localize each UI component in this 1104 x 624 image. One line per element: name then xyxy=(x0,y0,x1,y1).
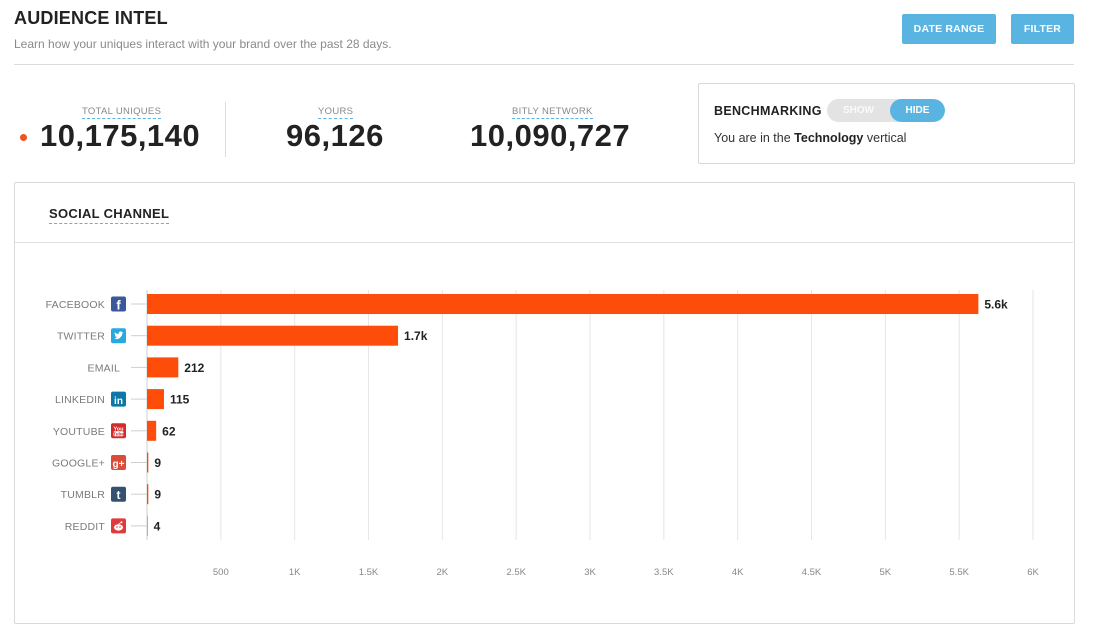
benchmarking-card xyxy=(698,83,1075,164)
svg-text:Tube: Tube xyxy=(113,432,124,437)
total-uniques-label[interactable]: TOTAL UNIQUES xyxy=(82,106,162,119)
value-label: 9 xyxy=(154,456,161,470)
bar-facebook xyxy=(147,294,979,314)
x-tick-label: 4K xyxy=(732,567,744,578)
social-channel-title[interactable]: SOCIAL CHANNEL xyxy=(49,206,170,224)
x-tick-label: 2K xyxy=(437,567,449,578)
category-label: TWITTER xyxy=(57,331,105,343)
category-label: FACEBOOK xyxy=(46,299,105,311)
facebook-icon: f xyxy=(111,296,126,313)
bar-twitter xyxy=(147,325,399,346)
value-label: 4 xyxy=(154,519,161,533)
x-tick-label: 2.5K xyxy=(506,567,526,578)
bitly-network-label[interactable]: BITLY NETWORK xyxy=(512,106,593,119)
category-label: LINKEDIN xyxy=(55,394,105,406)
value-label: 9 xyxy=(154,488,161,502)
value-label: 62 xyxy=(162,424,176,438)
toggle-hide-option[interactable]: HIDE xyxy=(890,99,945,122)
linkedin-icon: in xyxy=(111,391,126,407)
page-title: AUDIENCE INTEL xyxy=(14,8,168,28)
header-divider xyxy=(14,64,1074,65)
yours-value: 96,126 xyxy=(286,118,384,153)
x-tick-label: 5K xyxy=(880,567,892,578)
date-range-button[interactable]: DATE RANGE xyxy=(902,14,996,44)
svg-text:g+: g+ xyxy=(113,459,125,470)
bar-linkedin xyxy=(147,389,164,410)
x-tick-label: 500 xyxy=(213,567,229,578)
svg-text:f: f xyxy=(116,298,121,313)
category-label: EMAIL xyxy=(87,362,120,374)
yours-label[interactable]: YOURS xyxy=(318,106,354,119)
filter-button[interactable]: FILTER xyxy=(1011,14,1074,44)
vertical-suffix: vertical xyxy=(863,131,907,145)
benchmarking-vertical-text: You are in the Technology vertical xyxy=(714,131,906,145)
vertical-name: Technology xyxy=(794,131,864,145)
bar-email xyxy=(147,357,179,378)
page-subtitle: Learn how your uniques interact with you… xyxy=(14,37,392,51)
bar-tumblr xyxy=(147,484,149,505)
stat-divider xyxy=(225,102,226,157)
svg-text:in: in xyxy=(114,396,123,407)
x-tick-label: 1K xyxy=(289,567,301,578)
panel-divider xyxy=(15,242,1073,243)
bar-reddit xyxy=(147,515,148,536)
category-label: REDDIT xyxy=(65,521,106,533)
category-label: YOUTUBE xyxy=(53,426,105,438)
vertical-prefix: You are in the xyxy=(714,131,795,145)
reddit-icon xyxy=(111,518,126,534)
x-tick-label: 5.5K xyxy=(949,567,969,578)
benchmarking-toggle[interactable]: SHOW HIDE xyxy=(827,99,945,122)
bar-google xyxy=(147,452,149,473)
value-label: 1.7k xyxy=(404,329,428,343)
total-uniques-dot-icon xyxy=(20,134,27,141)
twitter-icon xyxy=(111,328,126,344)
svg-text:t: t xyxy=(117,488,121,502)
tumblr-icon: t xyxy=(111,486,126,502)
svg-text:You: You xyxy=(114,426,124,432)
x-tick-label: 6K xyxy=(1027,567,1039,578)
category-label: TUMBLR xyxy=(61,489,106,501)
value-label: 115 xyxy=(170,393,190,407)
bar-youtube xyxy=(147,420,157,441)
social-channel-chart: 500 1K 1.5K 2K 2.5K 3K 3.5K 4K 4.5K 5K 5.5K 6K FACEB… xyxy=(46,290,1039,578)
social-channel-panel xyxy=(14,182,1075,624)
bitly-network-value: 10,090,727 xyxy=(470,118,631,153)
benchmarking-title: BENCHMARKING xyxy=(714,104,822,118)
value-label: 5.6k xyxy=(984,298,1008,312)
x-tick-label: 3K xyxy=(584,567,596,578)
toggle-show-option[interactable]: SHOW xyxy=(842,105,875,116)
value-label: 212 xyxy=(184,361,204,375)
x-tick-label: 1.5K xyxy=(359,567,379,578)
x-tick-label: 3.5K xyxy=(654,567,674,578)
x-tick-label: 4.5K xyxy=(802,567,822,578)
category-label: GOOGLE+ xyxy=(52,458,105,470)
total-uniques-value: 10,175,140 xyxy=(40,118,201,153)
google-plus-icon: g+ xyxy=(111,455,126,470)
